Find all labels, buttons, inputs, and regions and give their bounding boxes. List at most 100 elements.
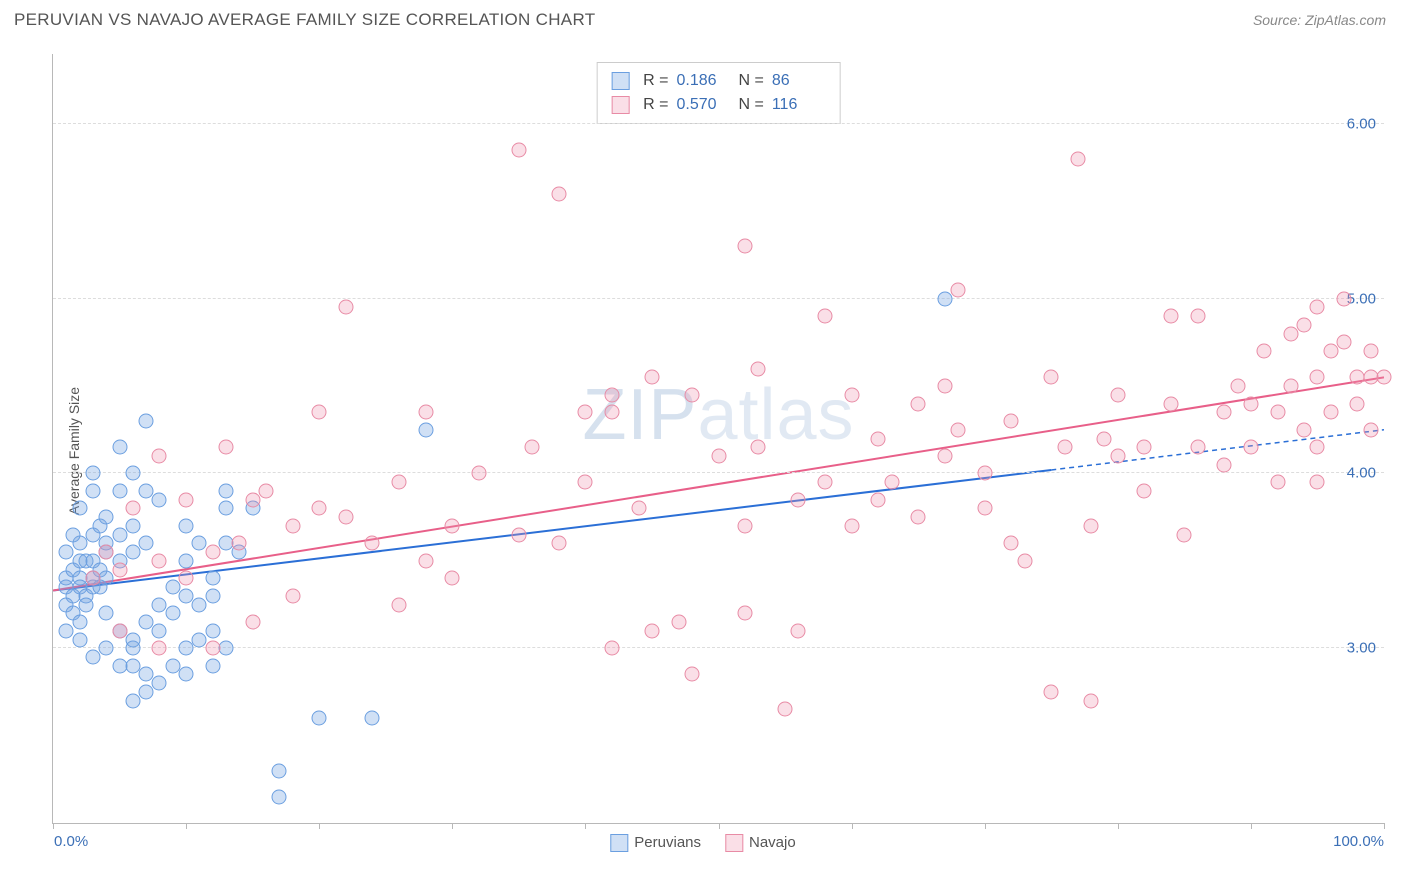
data-point — [99, 571, 114, 586]
x-tick — [1118, 823, 1119, 829]
data-point — [977, 466, 992, 481]
data-point — [338, 510, 353, 525]
data-point — [365, 711, 380, 726]
legend-swatch — [610, 834, 628, 852]
data-point — [1190, 309, 1205, 324]
data-point — [99, 606, 114, 621]
data-point — [844, 387, 859, 402]
data-point — [791, 492, 806, 507]
data-point — [844, 518, 859, 533]
data-point — [551, 186, 566, 201]
data-point — [205, 588, 220, 603]
data-point — [79, 597, 94, 612]
watermark-bold: ZIP — [582, 375, 697, 455]
data-point — [85, 483, 100, 498]
data-point — [245, 492, 260, 507]
data-point — [1323, 405, 1338, 420]
data-point — [525, 440, 540, 455]
data-point — [418, 422, 433, 437]
data-point — [1137, 440, 1152, 455]
data-point — [1177, 527, 1192, 542]
data-point — [418, 405, 433, 420]
data-point — [1243, 396, 1258, 411]
data-point — [1084, 518, 1099, 533]
data-point — [738, 239, 753, 254]
data-point — [684, 667, 699, 682]
data-point — [937, 379, 952, 394]
data-point — [937, 448, 952, 463]
gridline-h — [53, 298, 1384, 299]
data-point — [205, 623, 220, 638]
data-point — [152, 597, 167, 612]
data-point — [152, 553, 167, 568]
data-point — [179, 492, 194, 507]
data-point — [392, 597, 407, 612]
data-point — [1190, 440, 1205, 455]
data-point — [418, 553, 433, 568]
data-point — [884, 475, 899, 490]
data-point — [738, 518, 753, 533]
x-tick — [1251, 823, 1252, 829]
chart-area: Average Family Size ZIPatlas R =0.186N =… — [14, 48, 1392, 854]
data-point — [365, 536, 380, 551]
trendlines-layer — [53, 54, 1384, 823]
watermark: ZIPatlas — [582, 374, 854, 456]
data-point — [511, 143, 526, 158]
x-tick — [186, 823, 187, 829]
data-point — [951, 422, 966, 437]
data-point — [471, 466, 486, 481]
data-point — [165, 606, 180, 621]
data-point — [152, 492, 167, 507]
data-point — [1283, 326, 1298, 341]
corr-legend-row: R =0.186N =86 — [611, 69, 826, 93]
n-label: N = — [739, 69, 764, 93]
y-tick-label: 4.00 — [1347, 465, 1376, 482]
data-point — [258, 483, 273, 498]
legend-swatch — [611, 72, 629, 90]
data-point — [205, 545, 220, 560]
legend-label: Peruvians — [634, 834, 701, 851]
data-point — [139, 684, 154, 699]
data-point — [272, 789, 287, 804]
data-point — [219, 483, 234, 498]
data-point — [85, 466, 100, 481]
y-tick-label: 6.00 — [1347, 115, 1376, 132]
data-point — [139, 615, 154, 630]
data-point — [605, 387, 620, 402]
legend-label: Navajo — [749, 834, 796, 851]
data-point — [1337, 291, 1352, 306]
data-point — [684, 387, 699, 402]
x-tick — [452, 823, 453, 829]
legend-swatch — [611, 96, 629, 114]
data-point — [1310, 370, 1325, 385]
data-point — [911, 510, 926, 525]
data-point — [125, 466, 140, 481]
data-point — [937, 291, 952, 306]
data-point — [285, 588, 300, 603]
data-point — [1097, 431, 1112, 446]
data-point — [112, 562, 127, 577]
data-point — [152, 448, 167, 463]
y-tick-label: 3.00 — [1347, 640, 1376, 657]
data-point — [951, 282, 966, 297]
data-point — [179, 553, 194, 568]
source-attribution: Source: ZipAtlas.com — [1253, 12, 1386, 28]
data-point — [245, 615, 260, 630]
data-point — [1070, 151, 1085, 166]
x-tick — [719, 823, 720, 829]
n-label: N = — [739, 93, 764, 117]
data-point — [72, 615, 87, 630]
data-point — [1363, 422, 1378, 437]
r-value: 0.186 — [677, 69, 731, 93]
corr-legend-row: R =0.570N =116 — [611, 93, 826, 117]
data-point — [219, 641, 234, 656]
data-point — [751, 440, 766, 455]
data-point — [1044, 684, 1059, 699]
data-point — [1004, 536, 1019, 551]
data-point — [312, 405, 327, 420]
data-point — [85, 571, 100, 586]
data-point — [1164, 309, 1179, 324]
data-point — [219, 440, 234, 455]
data-point — [1243, 440, 1258, 455]
data-point — [1257, 344, 1272, 359]
